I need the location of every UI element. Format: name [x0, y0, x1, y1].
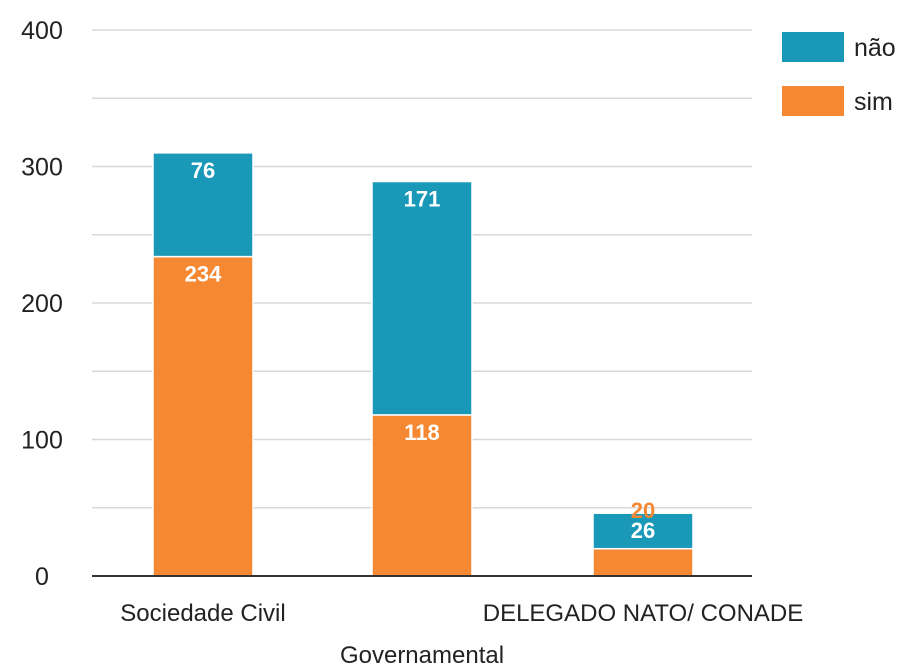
- bars: [152, 152, 694, 577]
- y-tick-label: 200: [21, 290, 63, 318]
- bar-sim-1: [371, 414, 473, 577]
- x-category-label: Governamental: [340, 642, 504, 665]
- y-tick-label: 300: [21, 154, 63, 182]
- data-label-não-2: 26: [631, 518, 655, 543]
- data-label-sim-0: 234: [185, 262, 222, 287]
- legend: não sim: [782, 32, 896, 116]
- bar-não-1: [371, 180, 473, 416]
- y-tick-label: 100: [21, 427, 63, 455]
- data-label-sim-2: 20: [631, 498, 655, 523]
- data-label-não-1: 171: [404, 187, 441, 212]
- legend-label-sim: sim: [854, 88, 893, 116]
- bar-não-2: [592, 512, 694, 550]
- x-category-label: Sociedade Civil: [120, 600, 285, 627]
- y-tick-label: 0: [35, 563, 49, 591]
- x-axis-categories: Sociedade Civil Governamental DELEGADO NAT…: [120, 600, 803, 665]
- legend-swatch-não: [782, 32, 844, 62]
- data-label-não-0: 76: [191, 158, 215, 183]
- bar-não-0: [152, 152, 254, 258]
- y-axis-ticks: 0 100 200 300 400: [21, 17, 63, 591]
- bar-sim-0: [152, 255, 254, 577]
- legend-swatch-sim: [782, 86, 844, 116]
- y-tick-label: 400: [21, 17, 63, 45]
- data-label-sim-1: 118: [404, 420, 440, 445]
- bar-sim-2: [592, 547, 694, 577]
- x-category-label: DELEGADO NATO/ CONADE: [483, 600, 804, 627]
- legend-label-não: não: [854, 34, 896, 62]
